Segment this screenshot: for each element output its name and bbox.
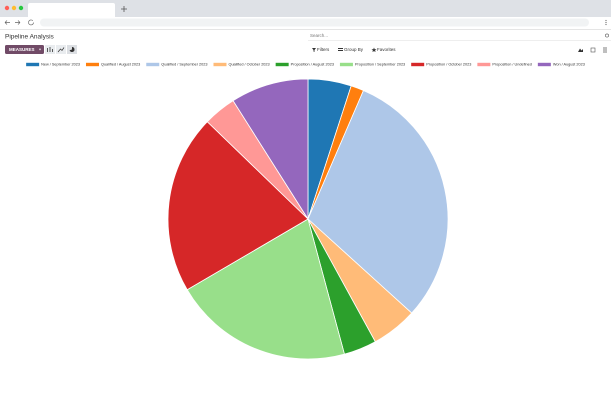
browser-tab[interactable] — [28, 3, 115, 17]
legend-swatch — [339, 62, 353, 67]
legend-swatch — [146, 62, 160, 67]
filter-icon — [312, 48, 316, 52]
legend-label: New / September 2023 — [41, 63, 80, 67]
legend-swatch — [275, 62, 289, 67]
legend-swatch — [411, 62, 425, 67]
measures-label[interactable]: MEASURES — [9, 47, 35, 52]
legend-label: Qualified / October 2023 — [228, 63, 269, 67]
browser-menu[interactable] — [605, 19, 607, 26]
pie-icon — [69, 47, 75, 52]
new-tab-button[interactable] — [121, 6, 127, 12]
legend-label: Qualified / August 2023 — [101, 63, 140, 67]
page-title: Pipeline Analysis — [5, 34, 55, 41]
pie-chart — [167, 78, 449, 360]
graph-view-switch[interactable] — [578, 48, 583, 53]
list-view-switch[interactable] — [603, 47, 607, 53]
legend-item[interactable]: Qualified / September 2023 — [146, 63, 207, 67]
group-by-icon — [338, 48, 343, 51]
legend-label: Proposition / August 2023 — [291, 63, 334, 67]
legend: New / September 2023 Qualified / August 2… — [26, 63, 585, 67]
measures-button[interactable] — [5, 45, 44, 54]
legend-label: Proposition / Undefined — [492, 63, 531, 67]
filters-button[interactable]: Filters — [317, 47, 330, 52]
line-icon — [57, 47, 65, 53]
legend-swatch — [85, 62, 99, 67]
favorites-icon — [371, 47, 377, 52]
legend-item[interactable]: Proposition / September 2023 — [339, 62, 405, 67]
legend-item[interactable]: Proposition / August 2023 — [275, 62, 334, 67]
favorites-button[interactable]: Favorites — [377, 47, 396, 52]
legend-swatch — [26, 62, 40, 67]
reload-button[interactable] — [28, 19, 34, 26]
pie-slice[interactable] — [307, 89, 449, 314]
window-close[interactable] — [4, 5, 10, 11]
legend-item[interactable]: Won / August 2023 — [537, 62, 585, 67]
legend-swatch — [477, 62, 491, 67]
address-bar[interactable] — [40, 18, 589, 27]
legend-swatch — [537, 62, 551, 67]
legend-label: Qualified / September 2023 — [161, 63, 207, 67]
group-by-button[interactable]: Group By — [344, 47, 364, 52]
pivot-view-switch[interactable] — [590, 47, 596, 53]
legend-swatch — [213, 62, 227, 67]
measures-caret — [39, 48, 41, 51]
window-minimize[interactable] — [11, 5, 17, 11]
back-button[interactable] — [4, 20, 10, 25]
search-input[interactable]: Search... — [310, 33, 328, 38]
window-maximize[interactable] — [18, 5, 24, 11]
legend-item[interactable]: Proposition / October 2023 — [411, 63, 471, 67]
legend-item[interactable]: Qualified / August 2023 — [85, 62, 140, 67]
legend-item[interactable]: Qualified / October 2023 — [213, 62, 270, 67]
legend-item[interactable]: Proposition / Undefined — [477, 62, 532, 67]
legend-item[interactable]: New / September 2023 — [26, 63, 80, 67]
search-icon[interactable] — [605, 33, 609, 38]
legend-label: Proposition / September 2023 — [355, 63, 405, 67]
legend-label: Proposition / October 2023 — [426, 63, 471, 67]
legend-label: Won / August 2023 — [553, 63, 585, 67]
forward-button[interactable] — [15, 20, 21, 25]
tab-bar — [0, 0, 611, 17]
pie-slice[interactable] — [232, 78, 309, 221]
pie-slice[interactable] — [186, 218, 345, 360]
bar-icon — [47, 47, 53, 52]
pie-slice[interactable] — [167, 121, 309, 291]
